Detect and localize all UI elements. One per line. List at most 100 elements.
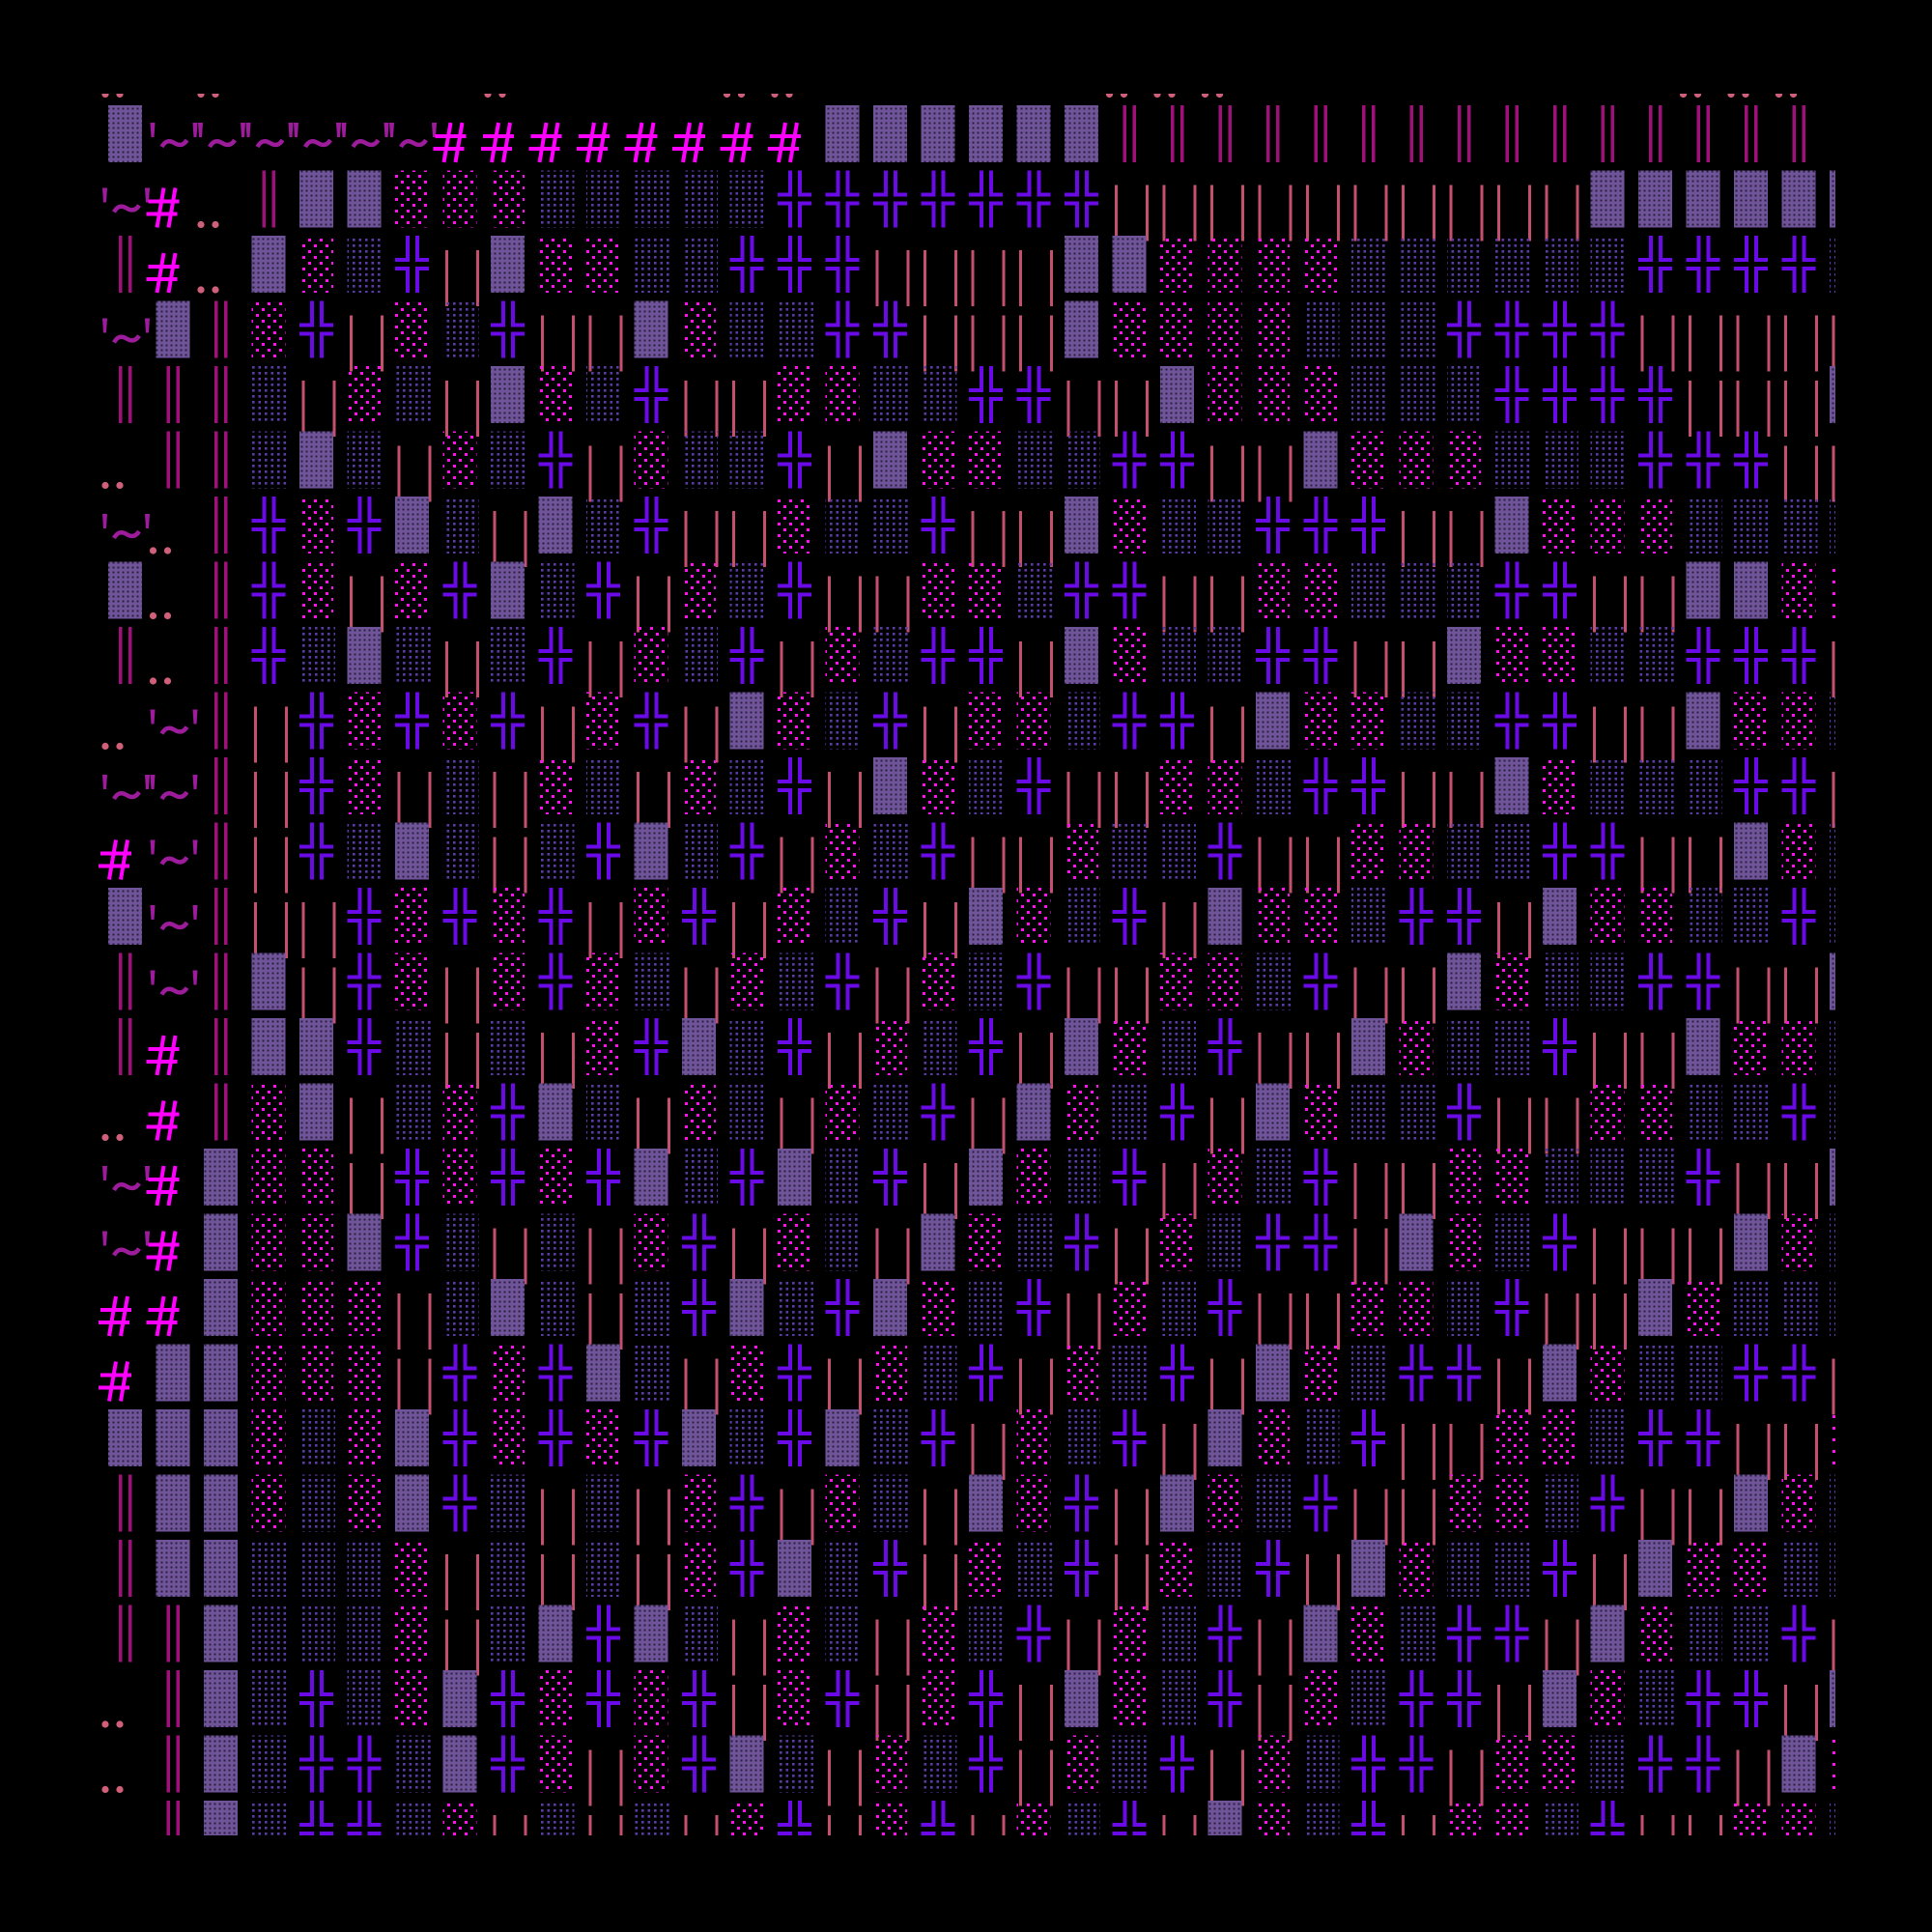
medium-shade-purple: [729, 170, 766, 228]
pink-bars: [1162, 185, 1197, 242]
medium-shade-purple: [395, 627, 431, 684]
light-shade-pink: [921, 431, 955, 489]
light-shade-pink: [1399, 1279, 1434, 1336]
double-bar: [262, 170, 275, 228]
pink-bars: [1402, 1424, 1435, 1480]
glyph-row: [101, 94, 1798, 99]
dark-shade-block: [108, 105, 142, 162]
medium-shade-purple: [395, 366, 431, 423]
light-shade-pink: [1208, 236, 1242, 293]
dark-shade-block: [156, 1474, 190, 1532]
medium-shade-purple: [634, 170, 670, 228]
pink-bars: [780, 1097, 814, 1154]
double-cross: [778, 1344, 811, 1402]
double-cross: [1638, 1409, 1672, 1466]
dark-shade-block: [778, 1149, 811, 1206]
double-cross: [1734, 236, 1768, 293]
tilde-glyph: [102, 1231, 150, 1257]
medium-shade-purple: [1016, 431, 1053, 489]
pink-bars: [971, 511, 1006, 567]
light-shade-pink: [682, 1474, 716, 1532]
light-shade-pink: [1590, 1670, 1625, 1727]
pink-bars: [1066, 1293, 1101, 1350]
light-shade-pink: [729, 952, 764, 1010]
double-cross: [1447, 888, 1481, 945]
medium-shade-purple: [634, 236, 670, 293]
medium-shade-purple: [1494, 236, 1531, 293]
dark-shade-block: [778, 1540, 811, 1597]
pink-bars: [684, 967, 719, 1024]
light-shade-pink: [778, 1605, 811, 1662]
light-shade-pink: [251, 1083, 286, 1141]
dark-shade-block: [395, 1409, 429, 1466]
light-shade-pink: [395, 170, 429, 228]
medium-shade-purple: [251, 1801, 288, 1835]
dark-shade-block: [1734, 1213, 1768, 1271]
tilde-glyph: [198, 123, 245, 149]
double-cross: [1303, 1149, 1338, 1206]
double-bar: [1218, 105, 1232, 162]
tilde-glyph: [102, 775, 150, 801]
dark-shade-block: [491, 236, 525, 293]
light-shade-pink: [1447, 1149, 1481, 1206]
light-shade-pink: [1734, 1540, 1768, 1597]
double-cross: [347, 1018, 382, 1075]
dark-shade-block: [347, 627, 382, 684]
double-cross: [778, 1409, 811, 1466]
pink-bars: [1832, 772, 1835, 828]
pink-bars: [684, 511, 719, 567]
double-cross: [1494, 692, 1529, 750]
pink-bars: [1784, 381, 1818, 437]
double-cross: [1208, 1670, 1242, 1727]
dots-glyph: [1727, 94, 1749, 99]
dark-shade-block: [1734, 822, 1768, 880]
double-bar: [119, 627, 132, 684]
pink-bars: [637, 1554, 670, 1610]
dark-shade-block: [442, 1670, 477, 1727]
light-shade-pink: [586, 236, 620, 293]
dots-glyph: [149, 547, 172, 554]
dark-shade-block: [873, 1279, 907, 1336]
medium-shade-purple: [729, 1018, 766, 1075]
medium-shade-purple: [586, 1474, 622, 1532]
dark-shade-block: [1686, 170, 1720, 228]
medium-shade-purple: [586, 1540, 622, 1597]
pink-bars: [923, 706, 957, 763]
light-shade-pink: [1016, 1474, 1051, 1532]
pink-bars: [588, 1228, 623, 1285]
medium-shade-purple: [921, 1344, 957, 1402]
double-cross: [1638, 431, 1672, 489]
medium-shade-purple: [1447, 561, 1483, 619]
pink-bars: [732, 381, 766, 437]
medium-shade-purple: [825, 1149, 862, 1206]
light-shade-pink: [1160, 236, 1194, 293]
pink-bars: [1306, 185, 1340, 242]
pink-bars: [1162, 902, 1197, 958]
light-shade-pink: [1399, 1540, 1434, 1597]
double-cross: [825, 300, 860, 358]
light-shade-pink: [347, 1279, 382, 1336]
double-bar: [214, 822, 228, 880]
pink-bars: [1593, 706, 1627, 763]
medium-shade-purple: [825, 692, 862, 750]
pink-bars: [1115, 1228, 1149, 1285]
double-bar: [214, 1018, 228, 1075]
light-shade-pink: [873, 1801, 907, 1835]
pink-bars: [254, 772, 288, 828]
dark-shade-block: [1447, 627, 1481, 684]
pink-bars: [1210, 706, 1244, 763]
dark-shade-block: [251, 236, 286, 293]
light-shade-pink: [873, 1735, 907, 1793]
hash-glyph: [146, 187, 180, 228]
light-shade-pink: [682, 1540, 716, 1597]
double-cross: [1781, 1605, 1816, 1662]
medium-shade-purple: [1830, 1018, 1835, 1075]
medium-shade-purple: [969, 1279, 1005, 1336]
dark-shade-block: [1734, 1474, 1768, 1532]
light-shade-pink: [778, 497, 811, 554]
light-shade-pink: [682, 1083, 716, 1141]
double-cross: [1351, 497, 1385, 554]
pink-bars: [1353, 1228, 1388, 1285]
double-bar: [119, 1474, 132, 1532]
pink-bars: [445, 1554, 479, 1610]
